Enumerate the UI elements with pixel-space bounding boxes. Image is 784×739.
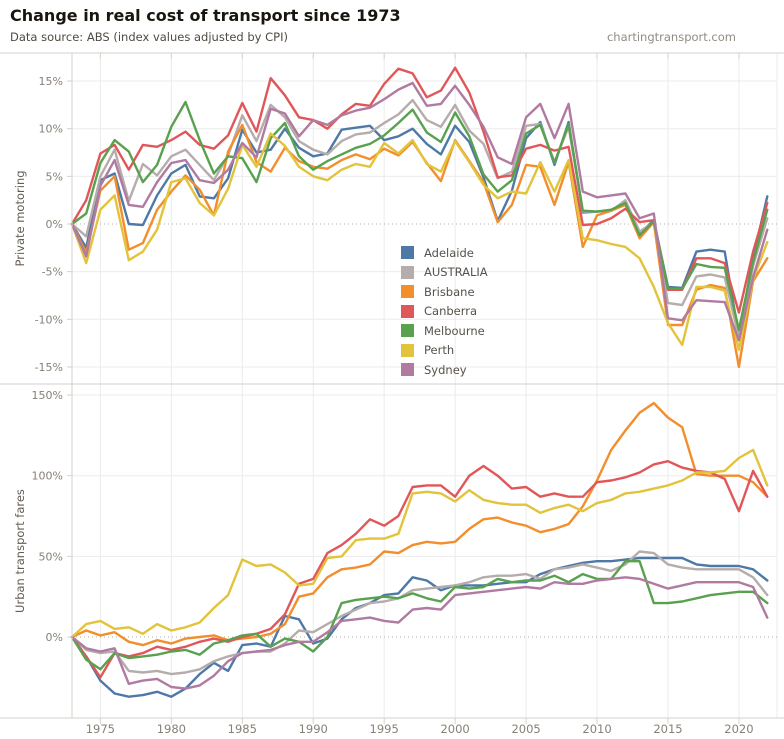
y-tick-label: 0% <box>46 218 63 231</box>
series-line-perth[interactable] <box>70 132 769 351</box>
data-source-note: Data source: ABS (index values adjusted … <box>10 30 288 44</box>
y-tick-label: 0% <box>46 631 63 644</box>
legend-item-melbourne[interactable]: Melbourne <box>401 321 488 341</box>
legend-label: Canberra <box>424 304 478 319</box>
legend-item-brisbane[interactable]: Brisbane <box>401 282 488 302</box>
x-tick-label: 2005 <box>511 722 540 736</box>
legend-swatch-brisbane <box>401 285 414 299</box>
legend-swatch-canberra <box>401 304 414 318</box>
x-tick-label: 1975 <box>86 722 115 736</box>
y-tick-label: 10% <box>39 123 63 136</box>
legend-swatch-melbourne <box>401 324 414 338</box>
series-line-melbourne[interactable] <box>70 560 769 671</box>
legend-item-canberra[interactable]: Canberra <box>401 302 488 322</box>
x-tick-label: 1980 <box>157 722 186 736</box>
y-tick-label: 100% <box>32 470 63 483</box>
series-line-brisbane[interactable] <box>70 401 769 647</box>
x-tick-label: 1995 <box>370 722 399 736</box>
y-tick-label: 50% <box>39 550 63 563</box>
legend-swatch-perth <box>401 343 414 357</box>
legend-swatch-adelaide <box>401 246 414 260</box>
y-tick-label: 5% <box>46 170 63 183</box>
legend-item-adelaide[interactable]: Adelaide <box>401 243 488 263</box>
legend-item-australia[interactable]: AUSTRALIA <box>401 263 488 283</box>
x-tick-label: 2020 <box>724 722 753 736</box>
y-tick-label: -5% <box>42 266 63 279</box>
site-credit: chartingtransport.com <box>606 30 736 44</box>
y-tick-label: 15% <box>39 75 63 88</box>
x-tick-label: 2000 <box>440 722 469 736</box>
series-line-sydney[interactable] <box>70 81 769 342</box>
legend-item-perth[interactable]: Perth <box>401 341 488 361</box>
legend-swatch-australia <box>401 265 414 279</box>
y-tick-label: -10% <box>35 313 63 326</box>
legend: Adelaide AUSTRALIA Brisbane Canberra Melbour… <box>401 243 488 380</box>
y-tick-label: -15% <box>35 361 63 374</box>
legend-label: AUSTRALIA <box>424 265 488 280</box>
legend-item-sydney[interactable]: Sydney <box>401 360 488 380</box>
series-line-canberra[interactable] <box>70 460 769 679</box>
series-line-melbourne[interactable] <box>70 100 769 331</box>
x-tick-label: 1985 <box>228 722 257 736</box>
y-axis-title: Private motoring <box>13 170 27 266</box>
series-line-sydney[interactable] <box>70 576 769 690</box>
x-tick-label: 1990 <box>299 722 328 736</box>
series-line-canberra[interactable] <box>70 66 769 314</box>
x-tick-label: 2010 <box>582 722 611 736</box>
legend-label: Sydney <box>424 362 467 377</box>
x-tick-label: 2015 <box>653 722 682 736</box>
page-title: Change in real cost of transport since 1… <box>10 6 401 25</box>
series-line-australia[interactable] <box>70 550 769 676</box>
legend-label: Adelaide <box>424 245 474 260</box>
legend-swatch-sydney <box>401 363 414 377</box>
legend-label: Brisbane <box>424 284 475 299</box>
y-tick-label: 150% <box>32 389 63 402</box>
series-line-perth[interactable] <box>70 448 769 639</box>
series-line-adelaide[interactable] <box>70 556 769 698</box>
legend-label: Melbourne <box>424 323 485 338</box>
legend-label: Perth <box>424 343 455 358</box>
y-axis-title: Urban transport fares <box>13 489 27 613</box>
